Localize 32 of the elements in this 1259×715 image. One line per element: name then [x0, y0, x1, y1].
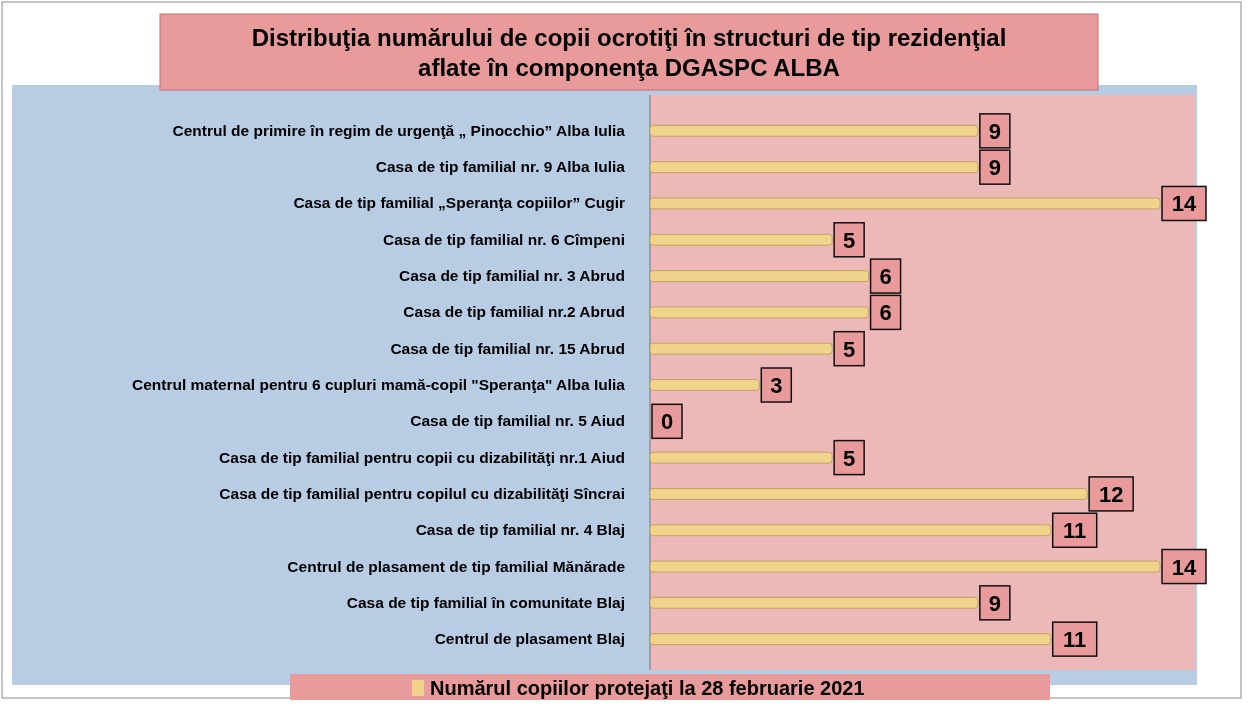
- data-label: 9: [988, 155, 1001, 181]
- y-tick-label: Casa de tip familial nr. 6 Cîmpeni: [382, 230, 625, 248]
- chart-title: Distribuţia numărului de copii ocrotiţi în structuri de tip rezidenţial aflate în componenţa DGASPC ALBA: [251, 24, 1007, 81]
- data-label: 5: [843, 445, 856, 471]
- y-tick-label: Casa de tip familial nr. 15 Abrud: [390, 339, 625, 357]
- data-label: 0: [660, 409, 674, 435]
- data-label: 6: [879, 264, 892, 290]
- data-label: 3: [770, 373, 783, 398]
- y-tick-label: Casa de tip familial în comunitate Blaj: [346, 593, 625, 611]
- y-tick-label: Centrul de plasament de tip familial Mănărade: [287, 557, 626, 575]
- y-tick-label: Centrul de plasament Blaj: [434, 630, 625, 648]
- y-tick-label: Centrul maternal pentru 6 cupluri mamă-copil "Speranţa" Alba Iulia: [131, 376, 626, 393]
- data-label: 5: [843, 227, 856, 253]
- y-tick-label: Casa de tip familial nr. 3 Abrud: [399, 267, 625, 285]
- data-label: 11: [1063, 518, 1087, 544]
- legend-label: Numărul copiilor protejaţi la 28 februarie 2021: [430, 677, 865, 699]
- data-label: 9: [988, 590, 1001, 616]
- y-tick-label: Centrul de primire în regim de urgenţă „ Pinocchio” Alba Iulia: [172, 121, 626, 139]
- data-label: 12: [1098, 481, 1124, 507]
- y-tick-label: Casa de tip familial pentru copilul cu dizabilităţi Sîncrai: [219, 484, 625, 502]
- y-tick-label: Casa de tip familial nr. 9 Alba Iulia: [375, 158, 626, 176]
- data-label: 9: [988, 118, 1001, 144]
- y-tick-label: Casa de tip familial „Speranţa copiilor” Cugir: [293, 194, 625, 212]
- data-label: 11: [1063, 627, 1087, 653]
- y-tick-label: Casa de tip familial nr. 5 Aiud: [410, 412, 625, 430]
- y-tick-label: Casa de tip familial nr. 4 Blaj: [415, 521, 625, 539]
- y-tick-label: Casa de tip familial pentru copii cu dizabilităţi nr.1 Aiud: [219, 448, 625, 466]
- y-tick-label: Casa de tip familial nr.2 Abrud: [403, 303, 625, 321]
- data-label: 14: [1171, 191, 1197, 217]
- data-label: 14: [1171, 554, 1197, 580]
- data-label: 6: [879, 300, 892, 326]
- data-label: 5: [843, 336, 856, 362]
